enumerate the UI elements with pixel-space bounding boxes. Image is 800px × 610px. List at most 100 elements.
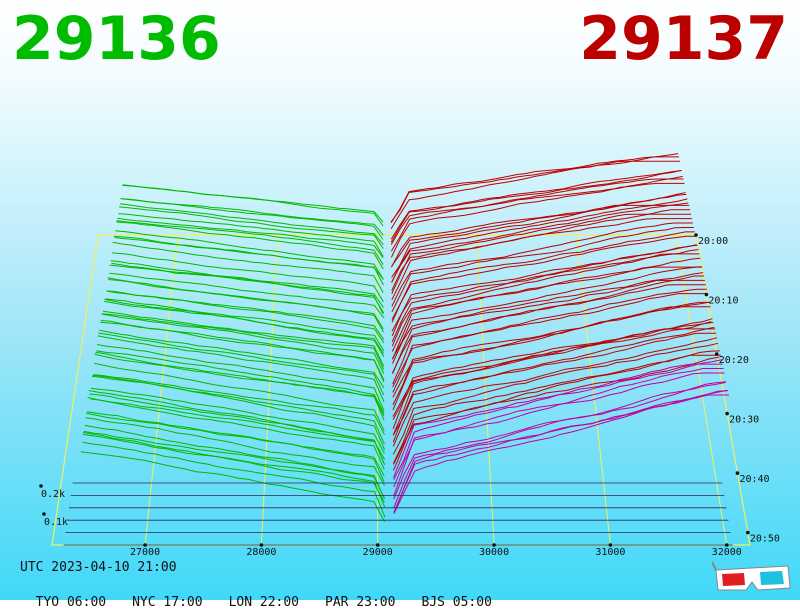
bid-depth-line — [118, 213, 384, 257]
ask-depth-line — [393, 389, 728, 513]
bid-depth-line — [82, 433, 386, 508]
price-tick-label: 31000 — [595, 547, 625, 558]
ask-depth-line — [392, 342, 719, 455]
ask-depth-line — [391, 227, 694, 313]
bid-depth-line — [91, 375, 386, 450]
bid-depth-line — [120, 198, 384, 240]
time-tick-mark — [694, 233, 698, 237]
ask-depth-line — [392, 337, 718, 447]
ask-depth-line — [393, 372, 725, 497]
bid-depth-line — [119, 203, 384, 246]
depth-tick-label: 0.1k — [44, 517, 68, 528]
price-tick-mark — [143, 543, 147, 547]
bid-depth-line — [109, 272, 385, 319]
price-axis: 27000 28000 29000 30000 31000 32000 — [130, 543, 742, 558]
price-tick-label: 30000 — [479, 547, 509, 558]
bid-depth-line — [93, 374, 385, 435]
ask-depth-line — [391, 218, 692, 301]
bid-depth-line — [97, 335, 385, 403]
ask-depth-line — [391, 202, 689, 283]
bid-depth-line — [110, 260, 385, 314]
time-tick-label: 20:10 — [708, 296, 738, 307]
bid-depth-line — [117, 217, 384, 259]
ask-depth-line — [390, 170, 682, 243]
bid-depth-line — [88, 390, 385, 465]
ask-depth-line — [392, 326, 715, 436]
bid-depth-line — [90, 387, 385, 454]
depth-tick-mark — [42, 512, 46, 516]
ask-depth-line — [393, 363, 723, 480]
ask-depth-line — [392, 293, 708, 393]
price-tick-label: 29000 — [363, 547, 393, 558]
ask-depth-line — [391, 222, 693, 307]
bid-depth-line — [106, 290, 385, 344]
bid-depth-line — [98, 332, 385, 396]
price-gridline — [144, 234, 179, 546]
ask-price: 29137 — [579, 4, 788, 74]
time-tick-label: 20:20 — [719, 355, 749, 366]
price-gridline — [575, 234, 611, 546]
ask-depth-line — [392, 284, 706, 385]
time-tick-label: 20:50 — [750, 534, 780, 545]
ask-depth-line — [390, 160, 680, 230]
bid-depth-line — [111, 262, 384, 308]
timezone-tyo: TYO 06:00 — [35, 595, 107, 610]
bid-depth-series — [80, 184, 386, 523]
price-tick-label: 27000 — [130, 547, 160, 558]
ask-depth-line — [391, 231, 695, 323]
bid-depth-line — [115, 221, 384, 270]
bid-depth-line — [103, 300, 385, 358]
bid-depth-line — [101, 313, 385, 374]
bid-depth-line — [112, 241, 384, 293]
price-tick-mark — [608, 543, 613, 547]
ask-depth-line — [392, 279, 705, 374]
ask-depth-line — [392, 356, 719, 465]
ask-depth-line — [390, 156, 679, 224]
bid-depth-line — [85, 417, 385, 486]
bid-depth-line — [87, 397, 385, 470]
time-tick-mark — [746, 530, 750, 535]
ask-depth-line — [391, 266, 702, 359]
bid-depth-line — [115, 230, 384, 280]
ask-depth-line — [390, 182, 685, 258]
bid-depth-line — [107, 277, 384, 333]
bid-depth-line — [109, 264, 384, 315]
timezone-par: PAR 23:00 — [325, 595, 396, 610]
ask-depth-line — [391, 204, 690, 283]
price-tick-mark — [259, 543, 264, 547]
price-gridline — [376, 234, 379, 546]
ask-depth-line — [391, 198, 688, 278]
bid-depth-line — [82, 431, 385, 503]
bid-depth-line — [93, 362, 385, 432]
ask-depth-line — [392, 301, 710, 406]
ask-depth-line — [392, 332, 717, 443]
time-tick-label: 20:40 — [739, 474, 769, 485]
time-tick-label: 20:30 — [729, 415, 759, 426]
bid-depth-line — [122, 184, 384, 227]
ask-depth-line — [391, 253, 700, 347]
depth-tick-mark — [39, 484, 43, 488]
ask-depth-line — [393, 394, 730, 514]
ask-depth-line — [391, 266, 703, 360]
yellow-plane-outline — [51, 234, 751, 546]
price-tick-mark — [724, 543, 729, 547]
bid-depth-line — [90, 398, 386, 460]
timezone-bjs: BJS 05:00 — [421, 595, 492, 610]
ask-depth-line — [392, 272, 704, 364]
time-tick-mark — [704, 292, 709, 297]
time-axis: 20:00 20:10 20:20 20:30 20:40 20:50 — [694, 233, 780, 545]
bid-depth-line — [95, 351, 385, 417]
bid-depth-line — [100, 321, 385, 383]
ask-depth-line — [390, 175, 683, 245]
3d-glasses-icon[interactable] — [712, 560, 792, 594]
price-tick-label: 28000 — [246, 547, 276, 558]
price-gridline — [260, 234, 278, 546]
price-tick-mark — [492, 543, 496, 547]
price-gridline — [675, 234, 728, 546]
bid-depth-line — [116, 220, 384, 265]
bid-depth-line — [119, 206, 384, 249]
ask-depth-line — [391, 193, 687, 268]
depth-axis: 0.1k 0.2k — [39, 484, 68, 528]
ask-depth-line — [392, 328, 716, 436]
ask-depth-line — [393, 381, 727, 508]
